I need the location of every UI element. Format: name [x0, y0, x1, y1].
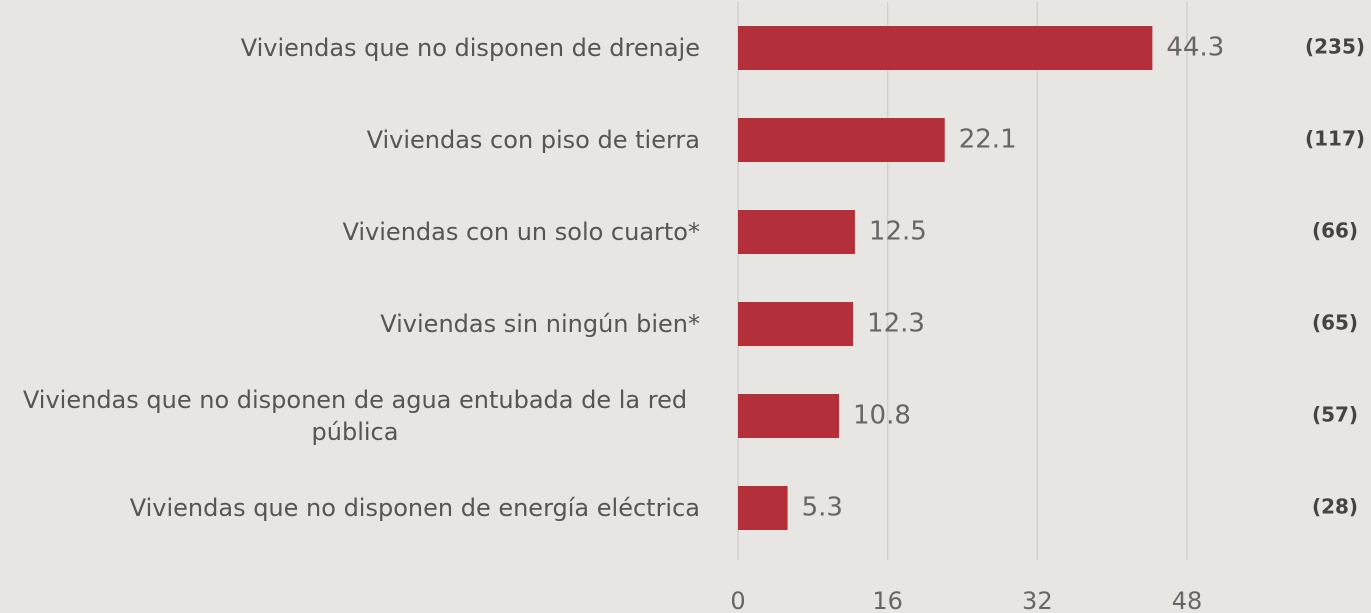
bar	[738, 302, 854, 346]
value-label: 22.1	[959, 125, 1017, 155]
category-label: Viviendas sin ningún bien*	[380, 310, 700, 338]
value-label: 44.3	[1166, 33, 1224, 63]
category-label: Viviendas con piso de tierra	[366, 126, 700, 154]
value-label: 12.3	[867, 309, 925, 339]
annotation: (117)	[1305, 127, 1365, 151]
annotation: (65)	[1312, 311, 1358, 335]
category-label: Viviendas que no disponen de agua entuba…	[22, 386, 688, 446]
category-label: Viviendas con un solo cuarto*	[342, 218, 701, 246]
annotation: (66)	[1312, 219, 1358, 243]
x-tick-label: 32	[1022, 587, 1053, 613]
x-tick-label: 48	[1172, 587, 1203, 613]
x-tick-label: 0	[730, 587, 745, 613]
bar	[738, 210, 855, 254]
value-label: 10.8	[853, 401, 911, 431]
bar	[738, 118, 945, 162]
bar	[738, 486, 788, 530]
category-label: Viviendas que no disponen de drenaje	[240, 34, 700, 62]
category-label: Viviendas que no disponen de energía elé…	[129, 494, 700, 522]
bar	[738, 394, 840, 438]
x-tick-label: 16	[872, 587, 903, 613]
bar	[738, 26, 1153, 70]
annotation: (28)	[1312, 495, 1358, 519]
value-label: 12.5	[869, 217, 927, 247]
value-label: 5.3	[802, 493, 843, 523]
annotation: (235)	[1305, 35, 1365, 59]
annotation: (57)	[1312, 403, 1358, 427]
